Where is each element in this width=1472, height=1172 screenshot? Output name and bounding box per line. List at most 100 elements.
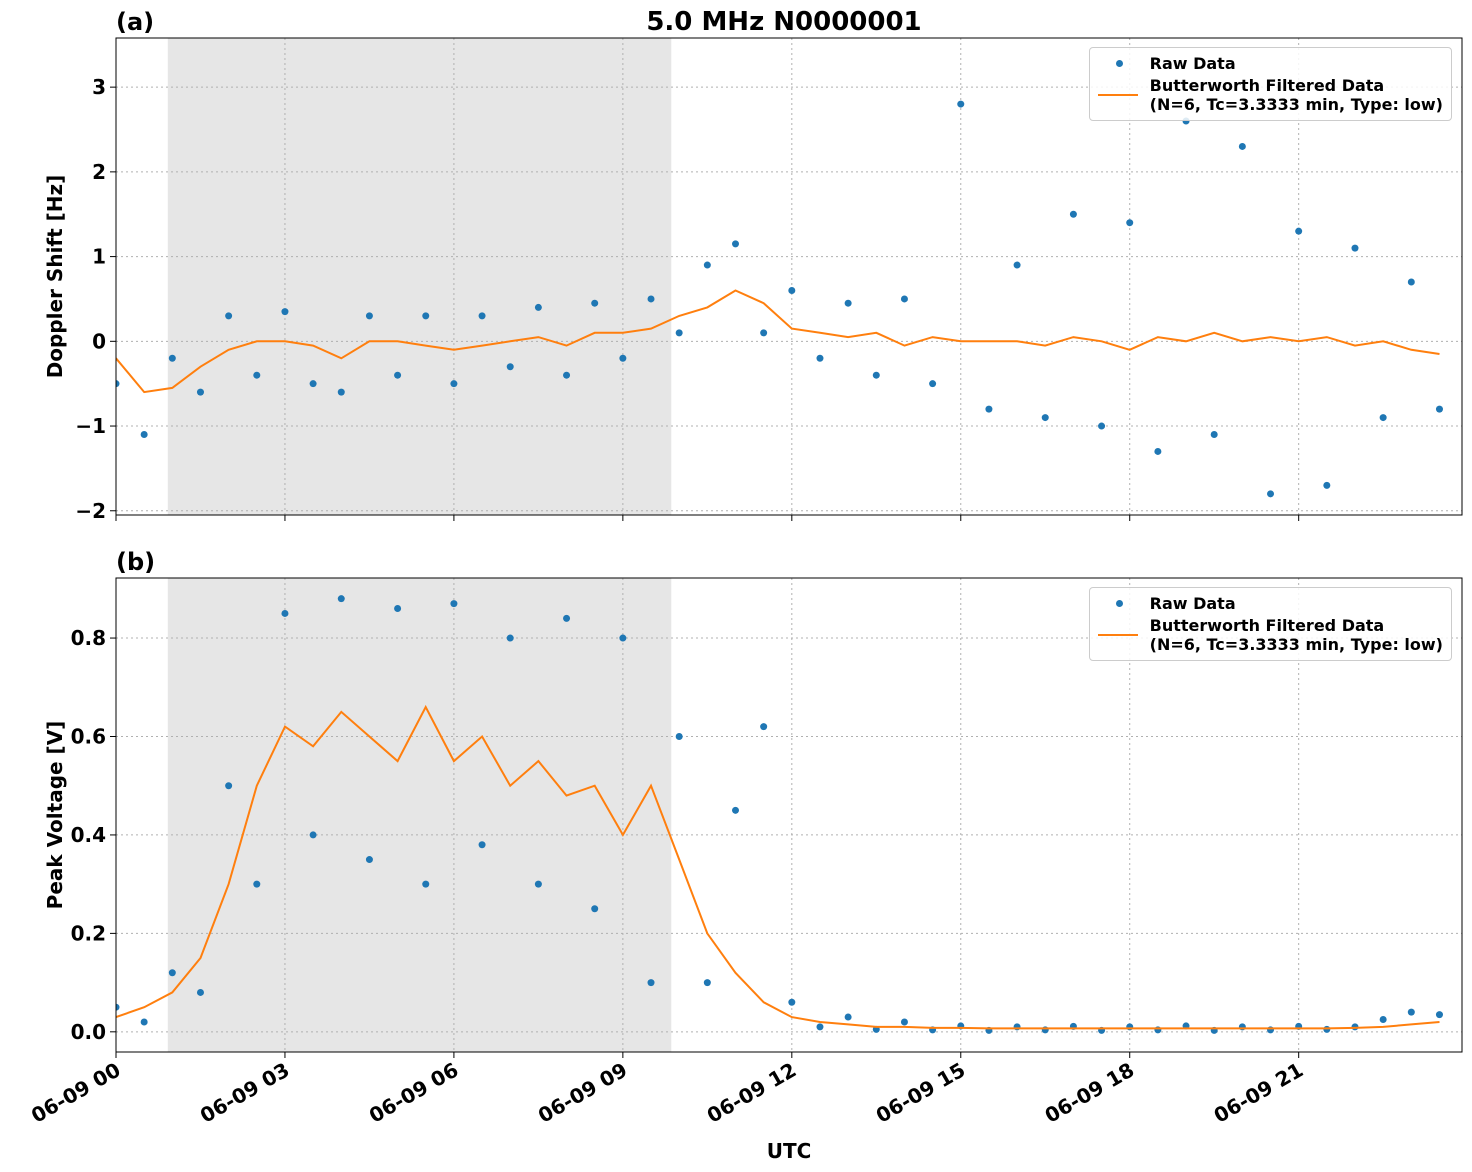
raw-point xyxy=(1126,219,1134,227)
legend-entry: Raw Data xyxy=(1098,54,1443,74)
raw-point xyxy=(1407,278,1415,286)
raw-point xyxy=(675,732,683,740)
raw-point xyxy=(985,405,993,413)
x-tick-label: 06-09 18 xyxy=(1041,1058,1139,1128)
raw-point xyxy=(281,609,289,617)
legend-entry: Butterworth Filtered Data (N=6, Tc=3.333… xyxy=(1097,616,1443,654)
y-tick-label: 3 xyxy=(92,75,106,99)
y-axis-label: Doppler Shift [Hz] xyxy=(43,175,67,379)
y-tick-label: 0.2 xyxy=(71,921,106,945)
raw-point xyxy=(731,806,739,814)
night-shade xyxy=(167,38,672,515)
raw-point xyxy=(1379,1016,1387,1024)
raw-point xyxy=(225,312,233,320)
y-tick-label: −1 xyxy=(75,414,106,438)
raw-point xyxy=(788,286,796,294)
y-tick-label: 0.6 xyxy=(71,724,106,748)
raw-point xyxy=(563,371,571,379)
raw-point xyxy=(337,388,345,396)
legend: Raw Data Butterworth Filtered Data (N=6, … xyxy=(1088,587,1452,661)
x-tick-label: 06-09 03 xyxy=(196,1058,294,1128)
legend-label: Raw Data xyxy=(1149,54,1236,73)
filtered-line xyxy=(116,289,1440,394)
raw-point xyxy=(1154,447,1162,455)
legend-symbol xyxy=(1098,594,1142,614)
raw-point xyxy=(563,614,571,622)
raw-point xyxy=(534,303,542,311)
x-tick-label: 06-09 12 xyxy=(703,1058,801,1128)
raw-point xyxy=(1351,244,1359,252)
raw-point xyxy=(140,1018,148,1026)
raw-point xyxy=(816,1023,824,1031)
y-tick-label: 2 xyxy=(92,160,106,184)
raw-point xyxy=(140,431,148,439)
raw-point xyxy=(394,371,402,379)
raw-point xyxy=(1238,142,1246,150)
raw-point xyxy=(1435,405,1443,413)
raw-point xyxy=(703,261,711,269)
raw-point xyxy=(647,979,655,987)
raw-point xyxy=(196,988,204,996)
plot-frame xyxy=(115,577,1463,1053)
raw-point xyxy=(281,308,289,316)
raw-point xyxy=(365,312,373,320)
raw-point xyxy=(394,605,402,613)
raw-point xyxy=(168,969,176,977)
x-tick-label: 06-09 09 xyxy=(534,1058,632,1128)
raw-point xyxy=(816,354,824,362)
legend: Raw Data Butterworth Filtered Data (N=6, … xyxy=(1088,47,1452,121)
raw-point xyxy=(534,880,542,888)
raw-point xyxy=(1379,414,1387,422)
raw-point xyxy=(450,380,458,388)
raw-point xyxy=(957,100,965,108)
raw-point xyxy=(365,856,373,864)
y-tick-label: 0.8 xyxy=(71,626,106,650)
plot-layer xyxy=(116,100,1443,498)
raw-point xyxy=(844,299,852,307)
raw-point xyxy=(225,782,233,790)
raw-point xyxy=(619,354,627,362)
y-tick-label: 1 xyxy=(92,245,106,269)
y-tick-label: −2 xyxy=(75,499,106,523)
raw-point xyxy=(450,600,458,608)
y-tick-label: 0.0 xyxy=(71,1020,106,1044)
raw-point xyxy=(591,905,599,913)
raw-point xyxy=(844,1013,852,1021)
legend-label: Butterworth Filtered Data (N=6, Tc=3.333… xyxy=(1149,616,1443,654)
raw-point xyxy=(1407,1008,1415,1016)
raw-point xyxy=(731,240,739,248)
chart-title: 5.0 MHz N0000001 xyxy=(646,7,921,37)
raw-point xyxy=(647,295,655,303)
plot-layer xyxy=(116,595,1443,1034)
raw-point xyxy=(900,295,908,303)
raw-point xyxy=(196,388,204,396)
raw-point xyxy=(760,723,768,731)
raw-point xyxy=(788,998,796,1006)
raw-point xyxy=(619,634,627,642)
raw-point xyxy=(478,312,486,320)
raw-point xyxy=(675,329,683,337)
raw-point xyxy=(900,1018,908,1026)
raw-point xyxy=(1013,261,1021,269)
raw-point xyxy=(422,880,430,888)
raw-point xyxy=(591,299,599,307)
raw-point xyxy=(1210,431,1218,439)
legend-symbol xyxy=(1098,54,1142,74)
raw-point xyxy=(478,841,486,849)
legend-symbol xyxy=(1097,616,1142,654)
raw-point xyxy=(1435,1011,1443,1019)
x-tick-label: 06-09 00 xyxy=(27,1058,125,1128)
legend-label: Butterworth Filtered Data (N=6, Tc=3.333… xyxy=(1149,76,1443,114)
legend-label: Raw Data xyxy=(1149,594,1236,613)
y-tick-label: 0.4 xyxy=(71,823,106,847)
raw-point xyxy=(760,329,768,337)
raw-point xyxy=(1069,210,1077,218)
legend-entry: Raw Data xyxy=(1098,594,1443,614)
raw-point xyxy=(422,312,430,320)
raw-point xyxy=(1267,490,1275,498)
raw-point xyxy=(253,880,261,888)
raw-point xyxy=(703,979,711,987)
x-tick-label: 06-09 06 xyxy=(365,1058,463,1128)
plot-frame xyxy=(115,37,1463,516)
